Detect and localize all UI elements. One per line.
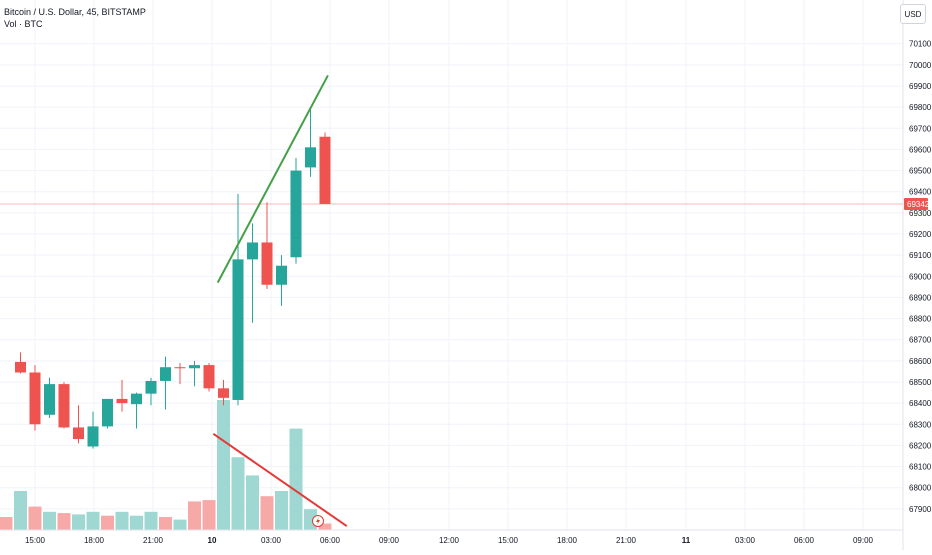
y-tick-label: 68500	[909, 378, 932, 387]
volume-bar	[260, 496, 274, 530]
candle-body	[160, 367, 171, 381]
x-tick-label: 06:00	[320, 536, 341, 545]
y-tick-label: 68900	[909, 293, 932, 302]
candle-body	[232, 259, 244, 400]
volume-bar	[144, 511, 158, 530]
candle-body	[218, 388, 229, 398]
candle-body	[247, 242, 258, 260]
x-tick-label: 03:00	[261, 536, 282, 545]
volume-bar	[318, 523, 332, 530]
x-tick-label: 09:00	[853, 536, 874, 545]
volume-bar	[202, 500, 216, 530]
volume-bar	[86, 511, 100, 530]
volume-bar	[275, 491, 288, 530]
volume-bar	[217, 400, 230, 530]
volume-bar	[115, 511, 129, 530]
y-tick-label: 68400	[909, 399, 932, 408]
candle-body	[116, 398, 128, 404]
x-tick-label: 10	[208, 536, 217, 545]
candle-body	[261, 242, 273, 285]
x-tick-label: 15:00	[25, 536, 46, 545]
y-tick-label: 70000	[909, 61, 932, 70]
volume-bar	[0, 517, 13, 530]
candle-body	[87, 426, 99, 447]
y-tick-label: 69000	[909, 272, 932, 281]
y-tick-label: 68600	[909, 357, 932, 366]
volume-bar	[14, 491, 27, 530]
lightning-icon	[316, 517, 320, 525]
y-tick-label: 68300	[909, 420, 932, 429]
candle-body	[29, 372, 41, 425]
y-tick-label: 68700	[909, 336, 932, 345]
volume-bar	[289, 428, 303, 530]
candle-body	[58, 384, 70, 428]
candle-body	[44, 384, 55, 415]
volume-bar	[43, 511, 56, 530]
volume-bar	[231, 457, 245, 530]
x-tick-label: 15:00	[498, 536, 519, 545]
candle-body	[189, 365, 200, 369]
candle-body	[305, 147, 316, 168]
x-tick-label: 21:00	[143, 536, 164, 545]
y-tick-label: 69900	[909, 82, 932, 91]
y-tick-label: 70100	[909, 40, 932, 49]
y-tick-label: 68200	[909, 441, 932, 450]
volume-bar	[28, 506, 42, 530]
y-tick-label: 69700	[909, 124, 932, 133]
volume-bar	[246, 475, 259, 530]
y-tick-label: 67900	[909, 505, 932, 514]
volume-bar	[101, 515, 114, 530]
y-tick-label: 69800	[909, 103, 932, 112]
volume-indicator-label[interactable]: Vol · BTC	[4, 19, 43, 29]
trendline-up	[216, 74, 329, 284]
symbol-title[interactable]: Bitcoin / U.S. Dollar, 45, BITSTAMP	[4, 7, 146, 17]
candle-body	[203, 365, 215, 389]
candle-body	[102, 398, 113, 427]
trendline-down	[212, 432, 348, 527]
y-tick-label: 69600	[909, 145, 932, 154]
y-tick-label: 69500	[909, 167, 932, 176]
candle-body	[319, 136, 331, 204]
y-tick-label: 68800	[909, 315, 932, 324]
volume-bar	[173, 519, 187, 530]
volume-bar	[72, 514, 85, 530]
x-tick-label: 11	[682, 536, 691, 545]
candle-body	[73, 427, 84, 440]
x-tick-label: 09:00	[379, 536, 400, 545]
volume-bar	[188, 501, 201, 530]
y-tick-label: 69300	[909, 209, 932, 218]
y-tick-label: 69200	[909, 230, 932, 239]
x-tick-label: 06:00	[794, 536, 815, 545]
candle-body	[15, 361, 26, 373]
volume-bar	[57, 513, 71, 530]
current-price-label: 69342	[907, 200, 930, 209]
current-price-tag	[904, 197, 928, 210]
x-tick-label: 18:00	[557, 536, 578, 545]
y-tick-label: 68100	[909, 463, 932, 472]
x-tick-label: 03:00	[735, 536, 756, 545]
candle-body	[276, 265, 287, 285]
candle-body	[145, 380, 157, 394]
y-tick-label: 69400	[909, 188, 932, 197]
volume-bar	[130, 515, 143, 530]
volume-bar	[159, 517, 172, 530]
x-tick-label: 12:00	[439, 536, 460, 545]
candle-body	[290, 170, 302, 258]
x-tick-label: 21:00	[616, 536, 637, 545]
y-tick-label: 68000	[909, 484, 932, 493]
y-tick-label: 69100	[909, 251, 932, 260]
candle-body	[131, 393, 142, 405]
currency-button[interactable]: USD	[900, 4, 926, 24]
chart-legend: Bitcoin / U.S. Dollar, 45, BITSTAMP Vol …	[4, 6, 146, 30]
x-tick-label: 18:00	[84, 536, 105, 545]
candle-body	[174, 367, 186, 369]
